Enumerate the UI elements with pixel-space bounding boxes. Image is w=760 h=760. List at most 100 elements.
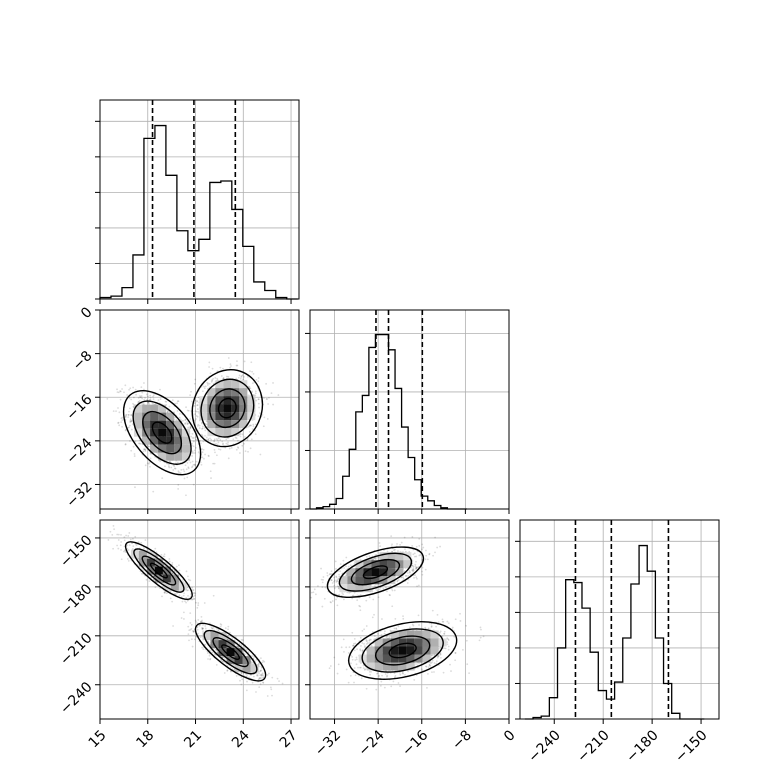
density-cell <box>226 648 235 657</box>
sample-point <box>220 659 222 662</box>
sample-point <box>123 539 126 542</box>
sample-point <box>349 564 352 567</box>
sample-point <box>144 539 147 541</box>
sample-point <box>220 623 223 626</box>
sample-point <box>365 599 368 602</box>
axes-frame <box>309 309 510 510</box>
sample-point <box>198 424 201 427</box>
sample-point <box>168 558 171 560</box>
sample-point <box>205 436 208 439</box>
sample-point <box>204 453 206 456</box>
sample-point <box>154 586 157 589</box>
sample-point <box>179 413 181 415</box>
sample-point <box>255 674 258 677</box>
sample-point <box>243 442 245 445</box>
sample-point <box>194 436 197 439</box>
sample-point <box>126 394 129 396</box>
sample-point <box>215 648 217 651</box>
sample-point <box>225 442 228 445</box>
density-cell <box>231 412 240 421</box>
sample-point <box>247 385 250 388</box>
sample-point <box>143 547 145 550</box>
sample-point <box>209 470 212 473</box>
sample-point <box>413 552 416 555</box>
sample-point <box>195 400 198 403</box>
sample-point <box>424 558 427 561</box>
sample-point <box>134 388 137 391</box>
sample-point <box>117 407 119 409</box>
density-cell <box>166 452 175 461</box>
sample-point <box>195 410 198 413</box>
sample-point <box>262 682 265 684</box>
sample-point <box>186 409 189 412</box>
density-cell <box>223 412 232 421</box>
sample-point <box>189 394 192 397</box>
sample-point <box>187 466 190 469</box>
sample-point <box>130 419 133 422</box>
histogram-x1 <box>305 309 510 514</box>
contour-line <box>191 369 264 448</box>
sample-point <box>193 419 196 422</box>
pair-plot-x0-x1 <box>95 309 300 514</box>
sample-point <box>191 442 193 445</box>
sample-point <box>247 651 250 653</box>
sample-point <box>215 663 218 666</box>
sample-point <box>127 413 130 416</box>
sample-point <box>259 669 262 672</box>
sample-point <box>191 465 194 468</box>
sample-point <box>252 425 255 428</box>
sample-point <box>141 568 143 570</box>
sample-point <box>204 429 207 432</box>
sample-point <box>240 676 243 679</box>
sample-point <box>148 580 151 582</box>
pair-plot-content <box>100 310 299 509</box>
sample-point <box>231 637 234 639</box>
sample-point <box>217 448 220 451</box>
sample-point <box>149 457 152 460</box>
sample-point <box>243 375 245 378</box>
sample-point <box>173 411 175 414</box>
sample-point <box>259 453 262 456</box>
density-cell <box>166 420 175 429</box>
sample-point <box>194 446 197 449</box>
histogram-x0 <box>95 99 300 304</box>
sample-point <box>219 623 222 625</box>
sample-point <box>168 466 171 469</box>
sample-point <box>117 391 120 394</box>
pair-plot-content <box>100 520 299 719</box>
sample-point <box>209 658 211 661</box>
sample-point <box>254 392 257 395</box>
sample-point <box>122 550 125 553</box>
sample-point <box>211 379 214 382</box>
sample-point <box>246 674 249 676</box>
sample-point <box>272 382 274 384</box>
sample-point <box>230 365 232 367</box>
sample-point <box>406 572 409 574</box>
sample-point <box>229 363 232 366</box>
density-cell <box>231 396 240 405</box>
sample-point <box>148 462 150 465</box>
density-cell <box>215 404 224 413</box>
sample-point <box>185 570 188 573</box>
sample-point <box>185 406 187 409</box>
sample-point <box>202 440 205 443</box>
sample-point <box>178 416 181 419</box>
sample-point <box>259 674 262 676</box>
sample-point <box>260 669 262 672</box>
sample-point <box>251 390 254 393</box>
sample-point <box>144 464 147 467</box>
sample-point <box>176 400 179 403</box>
sample-point <box>270 688 273 691</box>
density-cell <box>138 550 147 559</box>
sample-point <box>257 402 260 405</box>
sample-point <box>238 642 241 645</box>
sample-point <box>239 377 242 380</box>
sample-point <box>222 656 224 658</box>
sample-point <box>244 450 247 453</box>
sample-point <box>201 628 204 631</box>
sample-point <box>221 440 224 443</box>
sample-point <box>193 402 196 405</box>
sample-point <box>235 437 238 440</box>
sample-point <box>248 385 251 388</box>
